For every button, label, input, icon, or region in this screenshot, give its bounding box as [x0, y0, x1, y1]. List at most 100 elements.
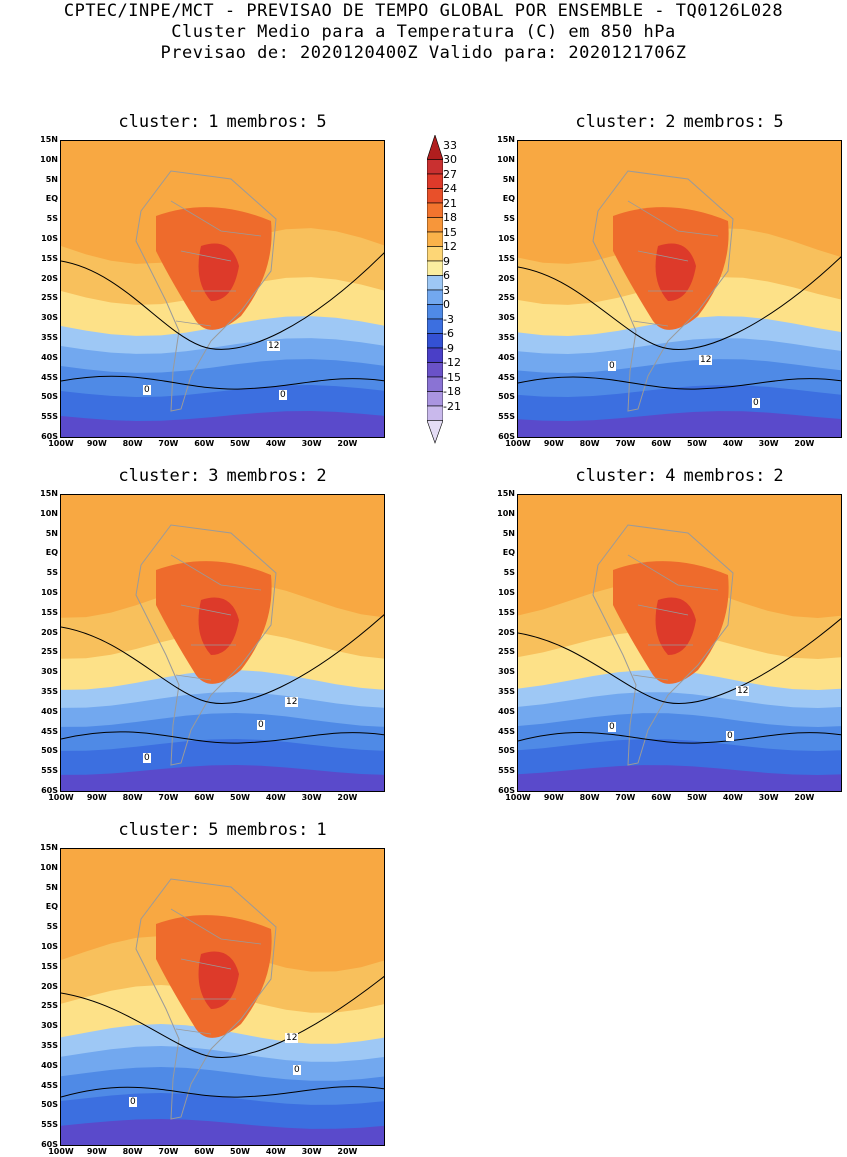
lat-tick-label: 60S	[41, 1140, 58, 1149]
hot-core	[655, 243, 696, 301]
band-minus-6	[61, 765, 384, 791]
lon-tick-label: 90W	[86, 1147, 107, 1156]
lat-tick-label: 10S	[498, 588, 515, 597]
colorbar-graphic	[426, 134, 444, 444]
country-borders	[170, 200, 262, 327]
lat-tick-label: EQ	[502, 548, 515, 558]
lon-tick-label: 30W	[301, 1147, 322, 1156]
members-label: membros:	[683, 466, 766, 486]
colorbar-level-label: -12	[443, 356, 461, 369]
lat-tick-label: 30S	[41, 667, 58, 677]
lat-tick-label: 55S	[41, 766, 58, 776]
lat-tick-label: 10S	[41, 234, 58, 243]
lon-tick-label: 70W	[615, 439, 636, 448]
coastline	[592, 524, 734, 766]
contour-12-line	[61, 614, 384, 704]
lon-tick-label: 70W	[158, 439, 179, 448]
lat-tick-label: 20S	[41, 273, 58, 283]
lat-tick-label: 25S	[41, 647, 58, 657]
lat-tick-label: 15N	[40, 843, 58, 852]
lat-tick-label: 50S	[41, 392, 58, 402]
coastline	[135, 878, 277, 1120]
contour-label-0: 0	[608, 722, 616, 732]
lat-tick-label: 55S	[498, 412, 515, 422]
colorbar-level-label: -9	[443, 341, 454, 355]
header-line-3: Previsao de: 2020120400Z Valido para: 20…	[160, 43, 687, 63]
colorbar-level-label: 0	[443, 298, 450, 311]
lat-tick-label: 45S	[41, 726, 58, 736]
country-borders	[627, 554, 719, 681]
colorbar-level-label: 9	[443, 254, 450, 268]
temperature-map: 12 0 0	[60, 494, 385, 792]
header-line-2: Cluster Medio para a Temperatura (C) em …	[171, 22, 676, 42]
lon-tick-label: 90W	[543, 439, 564, 448]
lat-tick-label: 20S	[498, 273, 515, 283]
lon-tick-label: 20W	[794, 439, 815, 448]
colorbar-level-label: 18	[443, 211, 457, 224]
lon-tick-label: 60W	[194, 1147, 215, 1156]
lon-tick-label: 60W	[651, 793, 672, 802]
lat-tick-label: 5S	[46, 922, 58, 932]
colorbar-segment	[426, 376, 444, 392]
contour-label-12: 12	[736, 686, 750, 696]
lon-tick-label: 90W	[86, 439, 107, 448]
contour-label-0: 0	[129, 1097, 137, 1107]
temperature-map: 12 0 0	[60, 140, 385, 438]
colorbar-segment	[426, 405, 444, 421]
lat-tick-label: 5S	[46, 568, 58, 578]
band-minus-6	[61, 1119, 384, 1145]
lon-tick-label: 40W	[722, 793, 743, 802]
lon-tick-label: 40W	[265, 1147, 286, 1156]
lat-tick-label: 5S	[503, 568, 515, 578]
colorbar-level-label: 27	[443, 167, 457, 181]
lat-tick-label: 5N	[45, 174, 58, 184]
colorbar-segment	[426, 246, 444, 262]
lat-tick-label: EQ	[45, 194, 58, 204]
lon-tick-label: 70W	[158, 793, 179, 802]
lat-tick-label: 50S	[498, 746, 515, 756]
members-count: 2	[773, 466, 784, 486]
lon-tick-label: 20W	[337, 1147, 358, 1156]
lat-tick-label: EQ	[45, 548, 58, 558]
temperature-map: 12 0 0	[517, 140, 842, 438]
contour-0-line	[518, 732, 841, 744]
panel-title: cluster: 3 membros: 2	[60, 466, 385, 486]
colorbar-top-arrow	[426, 134, 444, 160]
contour-label-12: 12	[267, 341, 281, 351]
colorbar-segment	[426, 188, 444, 204]
colorbar-segment	[426, 260, 444, 276]
lat-tick-label: 15S	[498, 253, 515, 263]
lat-tick-label: EQ	[502, 194, 515, 204]
hot-core	[198, 951, 239, 1009]
lon-tick-label: 100W	[48, 1147, 74, 1156]
lat-tick-label: 30S	[498, 667, 515, 677]
lat-tick-label: 15N	[497, 489, 515, 498]
cluster-label: cluster:	[118, 820, 201, 840]
contour-0-line	[61, 1086, 384, 1098]
members-count: 5	[316, 112, 327, 132]
lat-tick-label: EQ	[45, 902, 58, 912]
colorbar-segment	[426, 275, 444, 291]
temperature-map: 12 0 0	[60, 848, 385, 1146]
lat-tick-label: 5S	[46, 214, 58, 224]
band-minus-6	[61, 411, 384, 437]
lat-tick-label: 35S	[498, 687, 515, 696]
colorbar-level-label: -3	[443, 312, 454, 326]
lon-tick-label: 50W	[230, 439, 250, 448]
cluster-number: 2	[665, 112, 676, 132]
lat-tick-label: 35S	[41, 687, 58, 696]
lat-tick-label: 60S	[498, 786, 515, 795]
lat-tick-label: 25S	[41, 1001, 58, 1011]
lat-tick-label: 40S	[498, 706, 515, 716]
lat-tick-label: 10N	[40, 508, 58, 518]
colorbar-segment	[426, 231, 444, 247]
lat-tick-label: 15S	[41, 253, 58, 263]
lat-tick-label: 15S	[41, 961, 58, 971]
members-count: 1	[316, 820, 327, 840]
colorbar-level-label: 21	[443, 196, 457, 210]
lat-tick-label: 10S	[498, 234, 515, 243]
cluster-number: 1	[208, 112, 219, 132]
lon-tick-label: 60W	[194, 793, 215, 802]
hot-core	[655, 597, 696, 655]
lon-tick-label: 50W	[230, 793, 250, 802]
